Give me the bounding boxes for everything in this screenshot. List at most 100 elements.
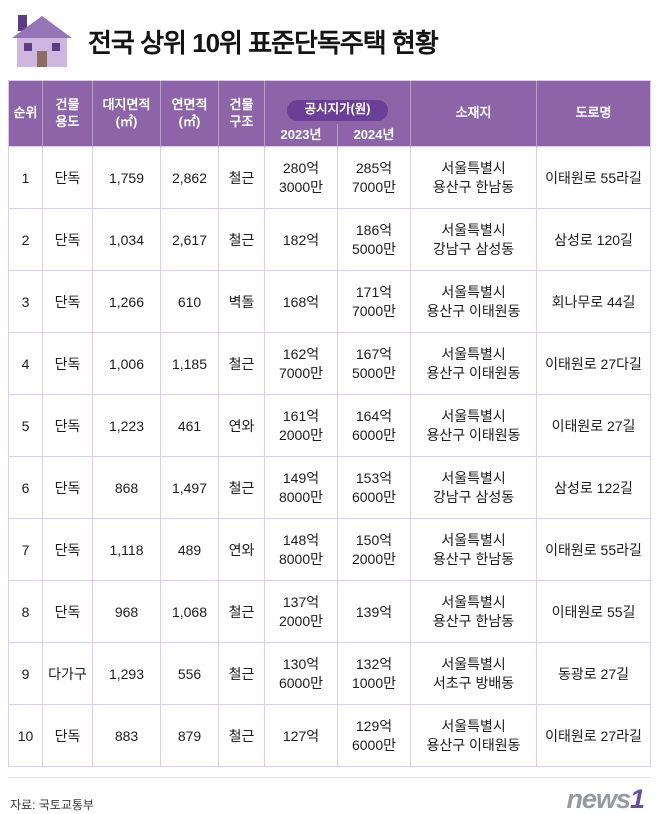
cell-use: 단독	[42, 518, 93, 582]
table-row: 5 단독 1,223 461 연와 161억 2000만 164억 6000만 서울특별시 용…	[8, 394, 652, 458]
cell-price-2023: 280억 3000만	[264, 146, 338, 210]
cell-floor-area: 879	[160, 704, 219, 768]
cell-structure: 벽돌	[218, 270, 265, 334]
table-row: 4 단독 1,006 1,185 철근 162억 7000만 167억 5000만 서울특별시…	[8, 332, 652, 396]
cell-road: 이태원로 55라길	[536, 146, 652, 210]
cell-floor-area: 2,617	[160, 208, 219, 272]
cell-road: 동광로 27길	[536, 642, 652, 706]
page-title: 전국 상위 10위 표준단독주택 현황	[88, 27, 439, 58]
header-price-2023: 2023년	[264, 123, 338, 147]
cell-price-2024: 171억 7000만	[336, 270, 412, 334]
cell-rank: 8	[8, 580, 43, 644]
cell-use: 단독	[42, 580, 93, 644]
cell-price-2024: 153억 6000만	[336, 456, 412, 520]
cell-price-2023: 130억 6000만	[264, 642, 338, 706]
cell-structure: 연와	[218, 518, 265, 582]
cell-rank: 4	[8, 332, 43, 396]
cell-price-2024: 167억 5000만	[336, 332, 412, 396]
cell-price-2023: 182억	[264, 208, 338, 272]
cell-location: 서울특별시 용산구 한남동	[410, 146, 538, 210]
cell-price-2024: 186억 5000만	[336, 208, 412, 272]
cell-rank: 10	[8, 704, 43, 768]
cell-road: 삼성로 122길	[536, 456, 652, 520]
cell-price-2024: 150억 2000만	[336, 518, 412, 582]
price-group-pill: 공시지가(원)	[286, 100, 389, 121]
cell-use: 단독	[42, 456, 93, 520]
news1-logo: news1	[566, 786, 650, 813]
header-location: 소재지	[410, 80, 537, 147]
cell-price-2024: 139억	[336, 580, 412, 644]
cell-road: 회나무로 44길	[536, 270, 652, 334]
cell-land-area: 968	[92, 580, 161, 644]
header-rank: 순위	[8, 80, 43, 147]
cell-structure: 철근	[218, 146, 265, 210]
cell-use: 단독	[42, 208, 93, 272]
news1-logo-one: 1	[629, 784, 645, 814]
cell-location: 서울특별시 용산구 이태원동	[410, 394, 538, 458]
table-row: 10 단독 883 879 철근 127억 129억 6000만 서울특별시 용산구 이태원동…	[8, 704, 652, 768]
header-structure: 건물 구조	[218, 80, 265, 147]
cell-price-2024: 285억 7000만	[336, 146, 412, 210]
header-price-2024: 2024년	[336, 123, 411, 147]
cell-land-area: 883	[92, 704, 161, 768]
cell-rank: 5	[8, 394, 43, 458]
cell-road: 이태원로 27길	[536, 394, 652, 458]
table-row: 6 단독 868 1,497 철근 149억 8000만 153억 6000만 서울특별시 강…	[8, 456, 652, 520]
cell-road: 이태원로 27라길	[536, 704, 652, 768]
cell-rank: 3	[8, 270, 43, 334]
cell-land-area: 1,034	[92, 208, 161, 272]
cell-land-area: 1,118	[92, 518, 161, 582]
cell-land-area: 1,006	[92, 332, 161, 396]
cell-location: 서울특별시 강남구 삼성동	[410, 456, 538, 520]
table-row: 2 단독 1,034 2,617 철근 182억 186억 5000만 서울특별시 강남구 삼…	[8, 208, 652, 272]
cell-price-2023: 137억 2000만	[264, 580, 338, 644]
cell-floor-area: 610	[160, 270, 219, 334]
cell-floor-area: 1,497	[160, 456, 219, 520]
cell-road: 삼성로 120길	[536, 208, 652, 272]
cell-location: 서울특별시 용산구 이태원동	[410, 270, 538, 334]
cell-use: 단독	[42, 332, 93, 396]
cell-floor-area: 1,185	[160, 332, 219, 396]
footer: 자료: 국토교통부 news1	[8, 777, 650, 813]
table-row: 9 다가구 1,293 556 철근 130억 6000만 132억 1000만 서울특별시 …	[8, 642, 652, 706]
cell-location: 서울특별시 강남구 삼성동	[410, 208, 538, 272]
cell-rank: 2	[8, 208, 43, 272]
table-row: 8 단독 968 1,068 철근 137억 2000만 139억 서울특별시 용산구 한남동…	[8, 580, 652, 644]
cell-price-2024: 129억 6000만	[336, 704, 412, 768]
cell-land-area: 868	[92, 456, 161, 520]
cell-price-2023: 168억	[264, 270, 338, 334]
cell-structure: 철근	[218, 456, 265, 520]
cell-floor-area: 461	[160, 394, 219, 458]
cell-structure: 연와	[218, 394, 265, 458]
cell-location: 서울특별시 용산구 이태원동	[410, 332, 538, 396]
cell-floor-area: 556	[160, 642, 219, 706]
cell-land-area: 1,266	[92, 270, 161, 334]
cell-price-2023: 161억 2000만	[264, 394, 338, 458]
table-row: 7 단독 1,118 489 연와 148억 8000만 150억 2000만 서울특별시 용…	[8, 518, 652, 582]
cell-price-2023: 162억 7000만	[264, 332, 338, 396]
cell-structure: 철근	[218, 642, 265, 706]
cell-price-2023: 149억 8000만	[264, 456, 338, 520]
cell-rank: 1	[8, 146, 43, 210]
cell-structure: 철근	[218, 208, 265, 272]
cell-use: 단독	[42, 394, 93, 458]
house-icon	[12, 14, 72, 68]
cell-price-2023: 127억	[264, 704, 338, 768]
cell-rank: 6	[8, 456, 43, 520]
cell-location: 서울특별시 용산구 한남동	[410, 580, 538, 644]
header-land-area: 대지면적 (㎡)	[92, 80, 161, 147]
cell-land-area: 1,223	[92, 394, 161, 458]
cell-rank: 9	[8, 642, 43, 706]
cell-location: 서울특별시 서초구 방배동	[410, 642, 538, 706]
housing-table: 순위 건물 용도 대지면적 (㎡) 연면적 (㎡) 건물 구조 공시지가(원) …	[8, 80, 652, 768]
cell-structure: 철근	[218, 332, 265, 396]
cell-use: 다가구	[42, 642, 93, 706]
masthead: 전국 상위 10위 표준단독주택 현황	[8, 10, 650, 80]
cell-use: 단독	[42, 270, 93, 334]
cell-road: 이태원로 55길	[536, 580, 652, 644]
header-price-group: 공시지가(원)	[263, 80, 411, 124]
source-note: 자료: 국토교통부	[10, 798, 94, 813]
cell-floor-area: 1,068	[160, 580, 219, 644]
table-header: 순위 건물 용도 대지면적 (㎡) 연면적 (㎡) 건물 구조 공시지가(원) …	[8, 80, 651, 147]
